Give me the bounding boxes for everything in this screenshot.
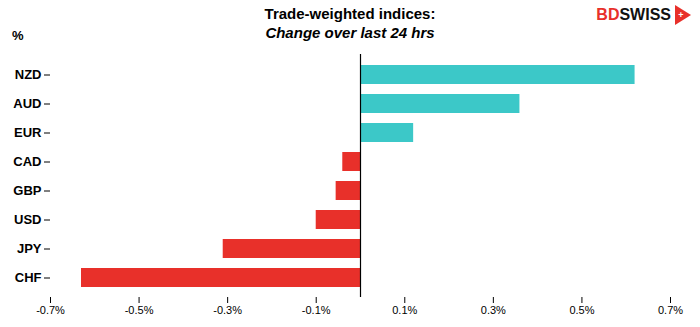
svg-text:AUD: AUD <box>13 96 41 111</box>
svg-text:CAD: CAD <box>13 154 41 169</box>
svg-text:+: + <box>678 10 683 20</box>
svg-text:USD: USD <box>14 212 41 227</box>
svg-text:CHF: CHF <box>15 270 42 285</box>
svg-text:NZD: NZD <box>15 67 42 82</box>
svg-text:-0.3%: -0.3% <box>213 304 242 316</box>
svg-text:JPY: JPY <box>17 241 42 256</box>
svg-text:-0.7%: -0.7% <box>36 304 65 316</box>
svg-text:0.5%: 0.5% <box>569 304 594 316</box>
svg-text:-0.5%: -0.5% <box>125 304 154 316</box>
html-text:Trade-weighted indices:: Trade-weighted indices: <box>264 5 436 22</box>
svg-text:-0.1%: -0.1% <box>302 304 331 316</box>
svg-text:EUR: EUR <box>14 125 42 140</box>
svg-text:0.1%: 0.1% <box>392 304 417 316</box>
html-text:Change over last 24 hrs: Change over last 24 hrs <box>265 24 435 41</box>
svg-text:GBP: GBP <box>13 183 42 198</box>
svg-text:0.3%: 0.3% <box>481 304 506 316</box>
html-text:BD SWISS: BD SWISS <box>596 6 671 23</box>
svg-text:0.7%: 0.7% <box>658 304 683 316</box>
